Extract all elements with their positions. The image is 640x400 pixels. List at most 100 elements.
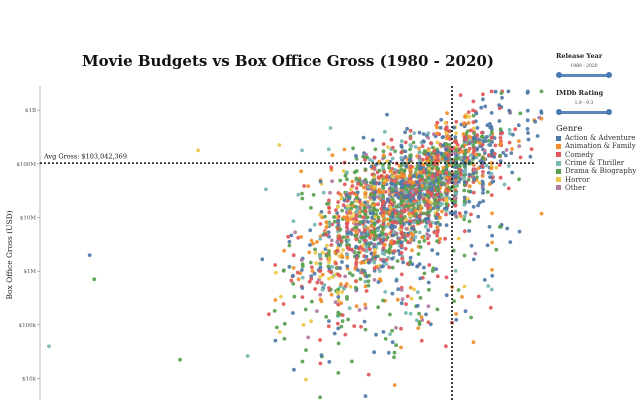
movie-point[interactable] — [342, 286, 346, 291]
movie-point[interactable] — [329, 270, 334, 275]
movie-point[interactable] — [287, 264, 292, 269]
movie-point[interactable] — [372, 202, 377, 207]
movie-point[interactable] — [490, 267, 494, 272]
movie-point[interactable] — [443, 120, 448, 125]
movie-point[interactable] — [405, 126, 409, 131]
movie-point[interactable] — [351, 191, 355, 195]
movie-point[interactable] — [363, 191, 368, 196]
release-year-min-handle[interactable] — [556, 72, 562, 78]
movie-point[interactable] — [301, 323, 306, 327]
movie-point[interactable] — [469, 315, 473, 320]
movie-point[interactable] — [414, 211, 419, 216]
movie-point[interactable] — [389, 239, 393, 244]
movie-point[interactable] — [502, 182, 507, 187]
movie-point[interactable] — [279, 294, 283, 299]
movie-point[interactable] — [353, 285, 358, 290]
movie-point[interactable] — [426, 320, 431, 325]
movie-point[interactable] — [453, 135, 458, 140]
movie-point[interactable] — [372, 230, 376, 234]
movie-point[interactable] — [480, 174, 485, 178]
movie-point[interactable] — [439, 151, 443, 156]
movie-point[interactable] — [363, 306, 368, 310]
movie-point[interactable] — [390, 156, 395, 161]
movie-point[interactable] — [372, 350, 376, 355]
movie-point[interactable] — [473, 140, 478, 144]
movie-point[interactable] — [457, 164, 462, 169]
movie-point[interactable] — [361, 243, 366, 248]
movie-point[interactable] — [454, 119, 459, 124]
movie-point[interactable] — [300, 275, 305, 280]
movie-point[interactable] — [417, 240, 422, 244]
movie-point[interactable] — [381, 298, 385, 303]
movie-point[interactable] — [403, 195, 407, 200]
movie-point[interactable] — [429, 187, 434, 192]
movie-point[interactable] — [498, 153, 502, 158]
movie-point[interactable] — [417, 217, 422, 222]
movie-point[interactable] — [488, 175, 492, 180]
movie-point[interactable] — [424, 156, 429, 161]
movie-point[interactable] — [392, 350, 397, 355]
movie-point[interactable] — [329, 165, 334, 170]
movie-point[interactable] — [510, 147, 514, 151]
movie-point[interactable] — [307, 250, 312, 255]
movie-point[interactable] — [291, 311, 295, 315]
movie-point[interactable] — [435, 239, 439, 244]
movie-point[interactable] — [309, 238, 314, 243]
movie-point[interactable] — [377, 269, 382, 273]
movie-point[interactable] — [417, 146, 421, 151]
movie-point[interactable] — [300, 196, 305, 201]
movie-point[interactable] — [417, 230, 422, 235]
movie-point[interactable] — [345, 297, 349, 301]
movie-point[interactable] — [293, 230, 297, 235]
movie-point[interactable] — [372, 278, 377, 282]
movie-point[interactable] — [462, 176, 467, 180]
movie-point[interactable] — [399, 143, 404, 148]
movie-point[interactable] — [336, 243, 341, 247]
movie-point[interactable] — [433, 197, 437, 202]
movie-point[interactable] — [326, 324, 331, 329]
movie-point[interactable] — [376, 175, 381, 180]
movie-point[interactable] — [435, 230, 440, 235]
movie-point[interactable] — [318, 253, 322, 257]
movie-point[interactable] — [349, 187, 353, 192]
movie-point[interactable] — [273, 270, 278, 275]
movie-point[interactable] — [370, 215, 375, 220]
movie-point[interactable] — [309, 319, 313, 324]
movie-point[interactable] — [386, 350, 391, 355]
movie-point[interactable] — [413, 145, 418, 149]
movie-point[interactable] — [537, 115, 542, 120]
movie-point[interactable] — [308, 243, 312, 247]
movie-point[interactable] — [457, 211, 462, 216]
movie-point[interactable] — [339, 239, 344, 243]
movie-point[interactable] — [364, 254, 369, 259]
movie-point[interactable] — [365, 215, 370, 220]
movie-point[interactable] — [415, 264, 419, 269]
movie-point[interactable] — [347, 306, 352, 311]
movie-point[interactable] — [413, 230, 418, 234]
movie-point[interactable] — [363, 279, 368, 284]
imdb-rating-slider[interactable] — [556, 108, 612, 116]
movie-point[interactable] — [330, 275, 335, 279]
movie-point[interactable] — [444, 344, 448, 349]
movie-point[interactable] — [440, 143, 445, 148]
movie-point[interactable] — [404, 217, 409, 222]
movie-point[interactable] — [409, 188, 414, 193]
movie-point[interactable] — [414, 167, 419, 172]
movie-point[interactable] — [363, 239, 368, 243]
movie-point[interactable] — [426, 216, 431, 221]
movie-point[interactable] — [467, 219, 472, 224]
movie-point[interactable] — [372, 207, 377, 212]
movie-point[interactable] — [422, 200, 427, 204]
movie-point[interactable] — [507, 140, 512, 145]
legend-item[interactable]: Other — [556, 184, 640, 192]
movie-point[interactable] — [300, 268, 304, 272]
movie-point[interactable] — [394, 325, 398, 330]
movie-point[interactable] — [444, 206, 449, 211]
movie-point[interactable] — [444, 212, 448, 217]
movie-point[interactable] — [394, 278, 399, 283]
movie-point[interactable] — [426, 175, 431, 180]
movie-point[interactable] — [399, 139, 404, 144]
movie-point[interactable] — [463, 114, 467, 119]
movie-point[interactable] — [424, 312, 428, 317]
movie-point[interactable] — [489, 161, 494, 165]
